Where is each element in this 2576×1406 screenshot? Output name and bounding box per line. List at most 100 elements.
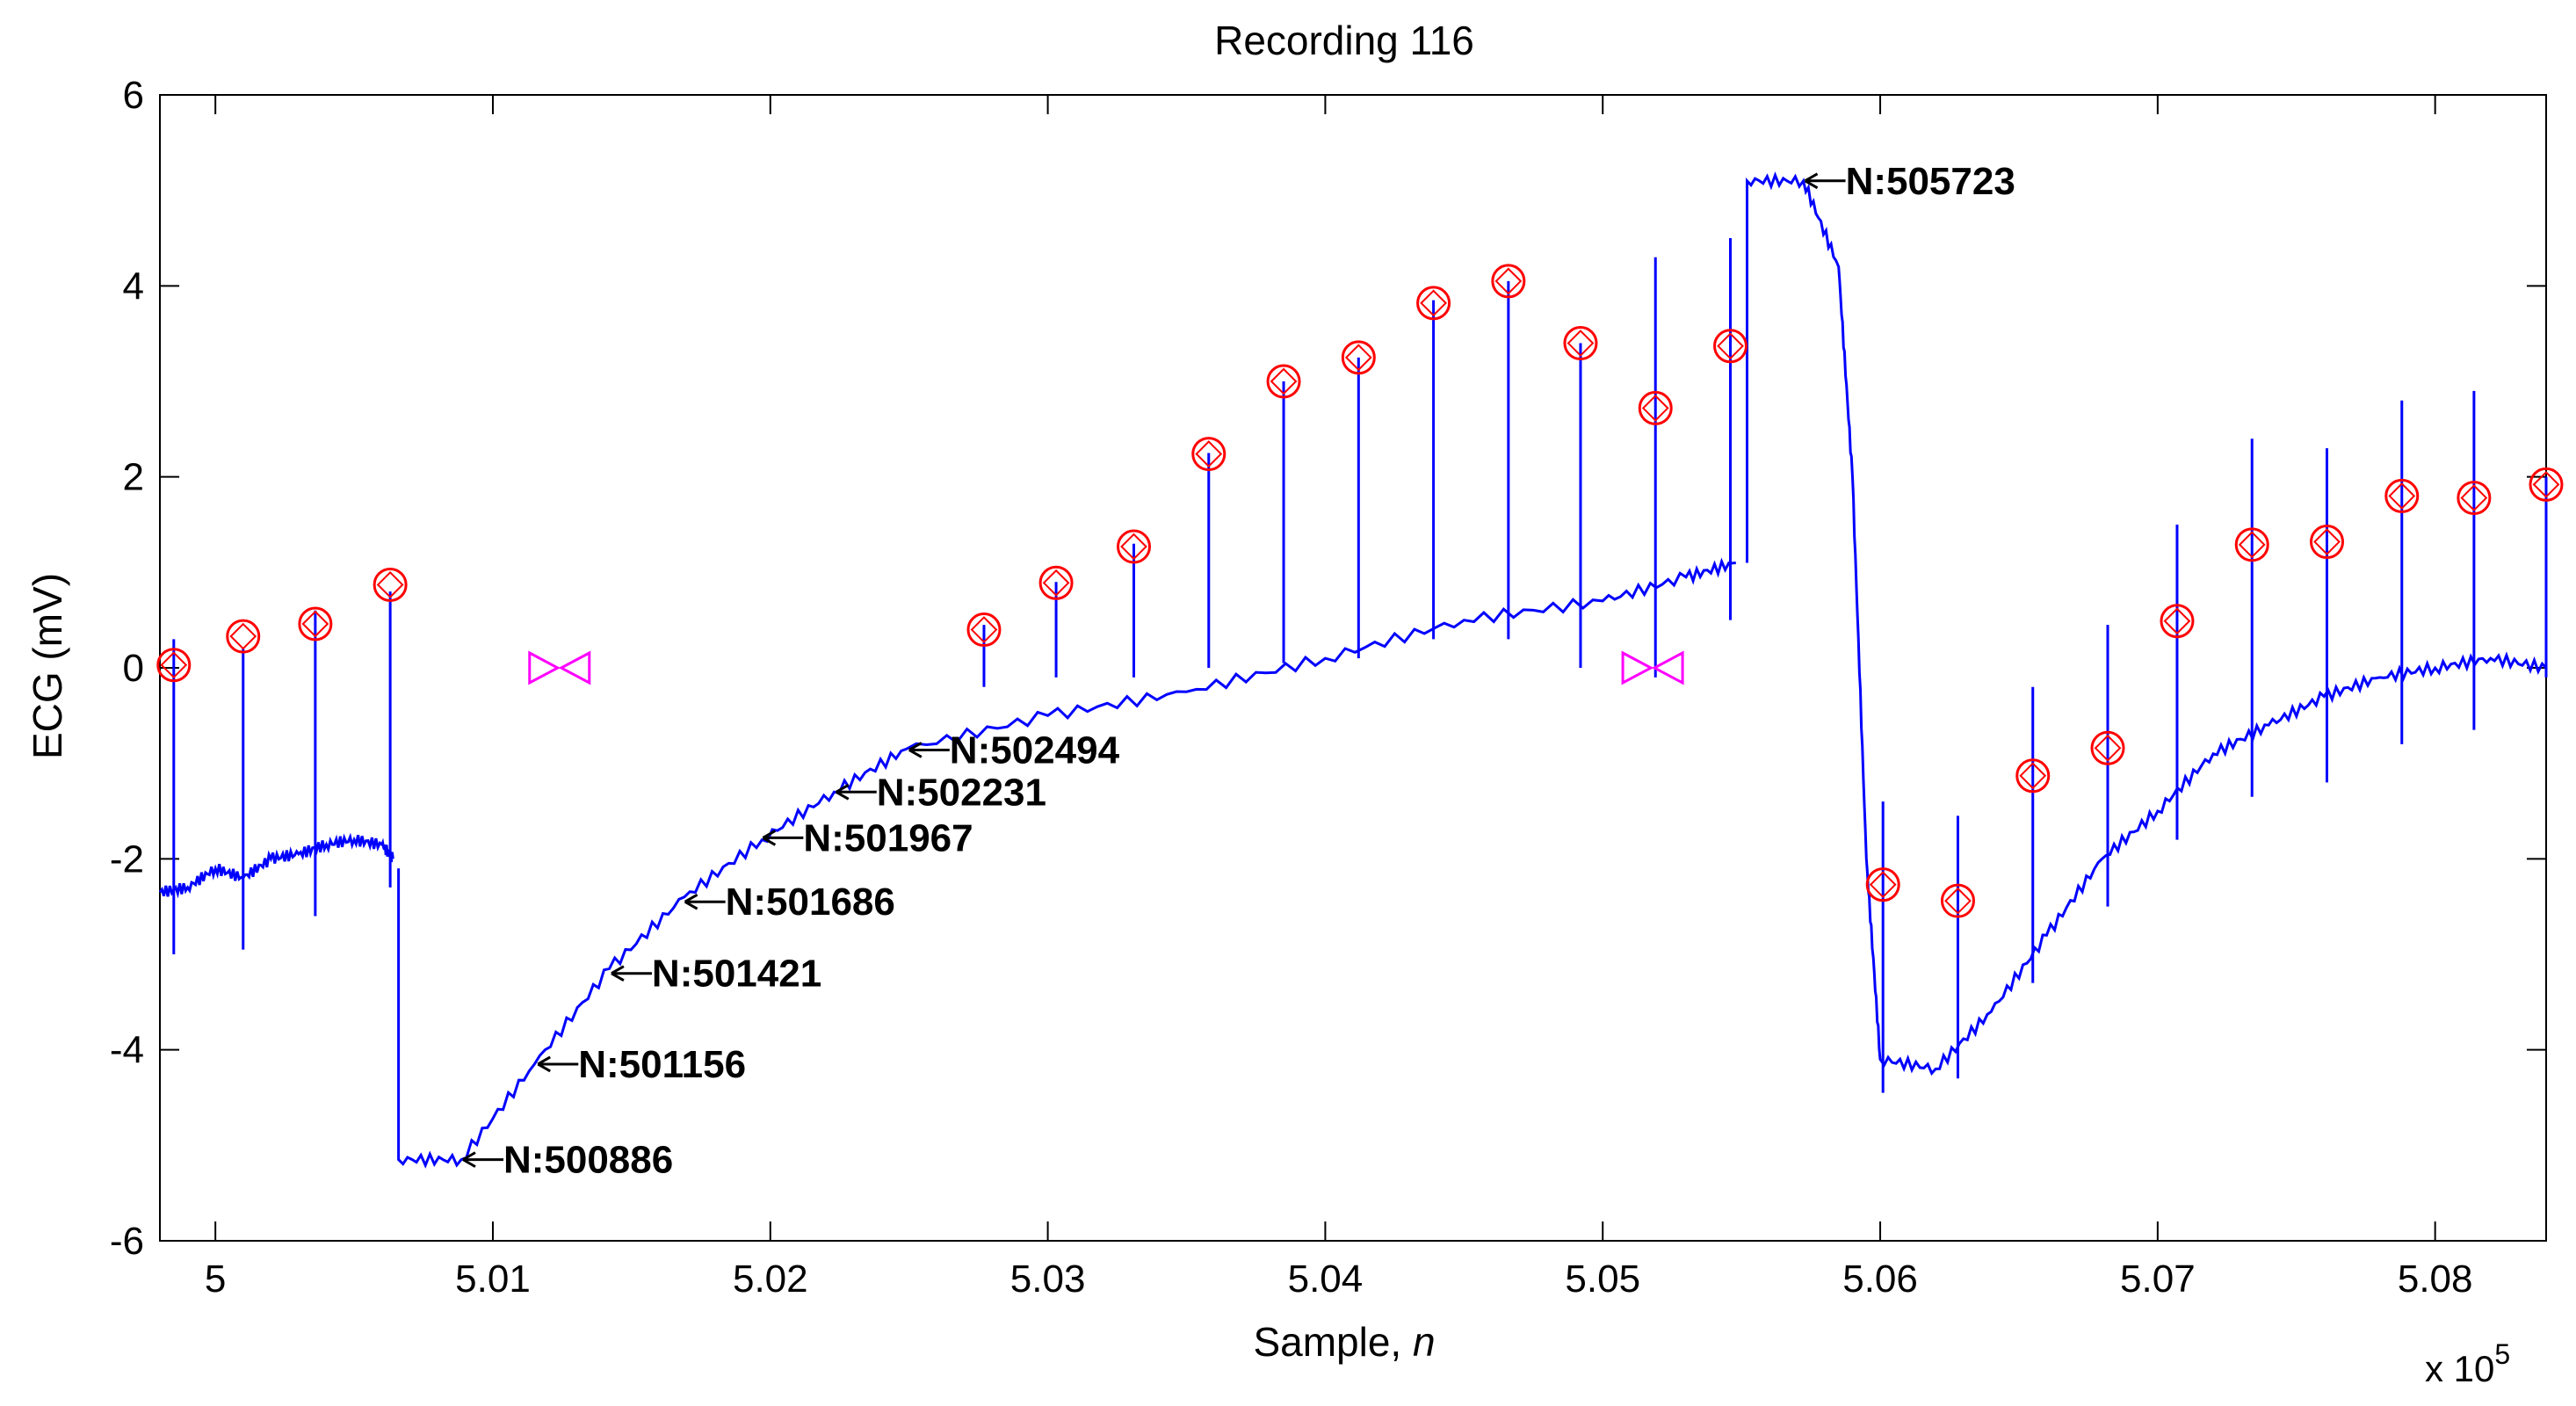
beat-marker-circle <box>2090 730 2125 765</box>
y-tick-label: -6 <box>110 1220 144 1263</box>
annotation-arrow-head <box>684 893 698 910</box>
beat-marker-diamond <box>2019 762 2047 790</box>
beat-marker-diamond <box>970 616 998 643</box>
signal-segment <box>397 557 1736 1169</box>
x-axis-title: Sample, n <box>1253 1319 1435 1365</box>
y-tick-label: 2 <box>123 456 144 499</box>
annotation-label: N:501967 <box>803 816 973 859</box>
beat-marker <box>1940 883 1975 918</box>
beat-marker-diamond <box>1641 395 1669 422</box>
beat-marker-circle <box>1416 286 1451 321</box>
plot-frame <box>159 94 2547 1242</box>
beat-marker-diamond <box>1717 332 1744 360</box>
beat-marker <box>156 648 192 683</box>
gap-marker <box>528 650 591 685</box>
x-axis-multiplier-exponent: 5 <box>2494 1338 2510 1370</box>
beat-marker-circle <box>2160 604 2195 639</box>
beat-marker <box>2457 481 2492 516</box>
signal-segment <box>158 832 394 899</box>
x-tick-label: 5.04 <box>1288 1257 1364 1301</box>
beat-marker-circle <box>226 619 261 654</box>
annotation: N:502494 <box>908 728 1120 772</box>
x-axis-title-main: Sample, <box>1253 1319 1413 1365</box>
annotation: N:502231 <box>835 771 1046 814</box>
beat-marker <box>2384 478 2420 513</box>
beat-marker <box>1191 437 1226 472</box>
x-tick-label: 5.06 <box>1842 1257 1918 1301</box>
annotation-arrow-head <box>835 783 850 801</box>
annotation-arrow-head <box>762 830 777 846</box>
y-tick-label: -2 <box>110 837 144 881</box>
x-axis-multiplier: x 105 <box>2425 1338 2510 1389</box>
beat-marker-circle <box>1865 867 1900 902</box>
beat-marker-diamond <box>301 610 329 638</box>
gap-marker-right-triangle <box>528 650 561 685</box>
beat-marker-circle <box>2529 467 2564 502</box>
annotation-label: N:500886 <box>503 1139 673 1182</box>
annotation-label: N:505723 <box>1846 160 2015 203</box>
beat-markers <box>156 264 2564 918</box>
x-tick-label: 5 <box>205 1257 226 1301</box>
annotation-label: N:501156 <box>578 1043 746 1086</box>
beat-marker <box>1341 340 1376 375</box>
beat-marker <box>1266 364 1301 399</box>
beat-marker-circle <box>1713 329 1748 364</box>
beat-marker-circle <box>1563 326 1598 361</box>
annotation: N:501156 <box>537 1043 746 1086</box>
beat-marker-circle <box>1638 390 1673 425</box>
beat-marker <box>1416 286 1451 321</box>
annotation: N:501421 <box>611 953 821 996</box>
beat-marker <box>2310 525 2345 560</box>
x-tick-label: 5.07 <box>2120 1257 2196 1301</box>
beat-marker <box>2160 604 2195 639</box>
beat-marker-diamond <box>229 622 257 650</box>
beat-marker-diamond <box>1869 871 1897 899</box>
beat-marker <box>966 612 1002 648</box>
beat-marker <box>1638 390 1673 425</box>
annotations: N:500886 N:501156 N:501421 N:501686 N:501967… <box>462 160 2015 1182</box>
annotation-label: N:502494 <box>950 728 1120 772</box>
beat-marker-diamond <box>1195 440 1223 468</box>
beat-marker-diamond <box>2238 531 2266 559</box>
beat-marker-diamond <box>1567 330 1595 357</box>
beat-marker-diamond <box>376 571 404 598</box>
gap-marker-right-triangle <box>1621 650 1654 685</box>
beat-marker <box>2090 730 2125 765</box>
beat-marker-diamond <box>2460 484 2488 511</box>
annotation-arrow-head <box>1804 172 1819 190</box>
x-axis-ticks: 5 5.01 5.02 5.03 5.04 5.05 5.06 5.07 5.08 <box>205 95 2472 1301</box>
beat-marker <box>2015 758 2051 794</box>
annotation: N:501686 <box>684 881 895 924</box>
y-tick-label: 4 <box>123 265 144 308</box>
beat-marker-circle <box>2015 758 2051 794</box>
beat-marker <box>1117 529 1152 564</box>
annotation-label: N:501686 <box>726 881 895 924</box>
beat-marker-circle <box>156 648 192 683</box>
annotation: N:500886 <box>462 1139 673 1182</box>
gap-markers <box>528 650 1684 685</box>
beat-marker-diamond <box>1344 344 1372 372</box>
y-tick-label: 0 <box>123 647 144 690</box>
beat-marker-diamond <box>2532 470 2560 498</box>
beat-marker <box>298 606 333 641</box>
annotation-arrow-head <box>537 1055 551 1073</box>
annotation-label: N:501421 <box>652 953 821 996</box>
beat-marker-circle <box>2457 481 2492 516</box>
x-tick-label: 5.05 <box>1565 1257 1640 1301</box>
ecg-signal <box>158 171 2548 1169</box>
beat-marker-circle <box>373 567 408 602</box>
gap-marker <box>1621 650 1684 685</box>
x-axis-title-variable: n <box>1413 1319 1436 1365</box>
x-tick-label: 5.03 <box>1010 1257 1086 1301</box>
beat-marker <box>1865 867 1900 902</box>
beat-marker-circle <box>2310 525 2345 560</box>
gap-marker-left-triangle <box>1651 650 1684 685</box>
beat-marker-diamond <box>1420 289 1448 317</box>
annotation: N:501967 <box>762 816 973 859</box>
x-tick-label: 5.02 <box>733 1257 808 1301</box>
beat-marker-circle <box>298 606 333 641</box>
beat-marker-circle <box>1491 264 1526 299</box>
beat-marker <box>1038 565 1074 600</box>
x-tick-label: 5.01 <box>455 1257 531 1301</box>
